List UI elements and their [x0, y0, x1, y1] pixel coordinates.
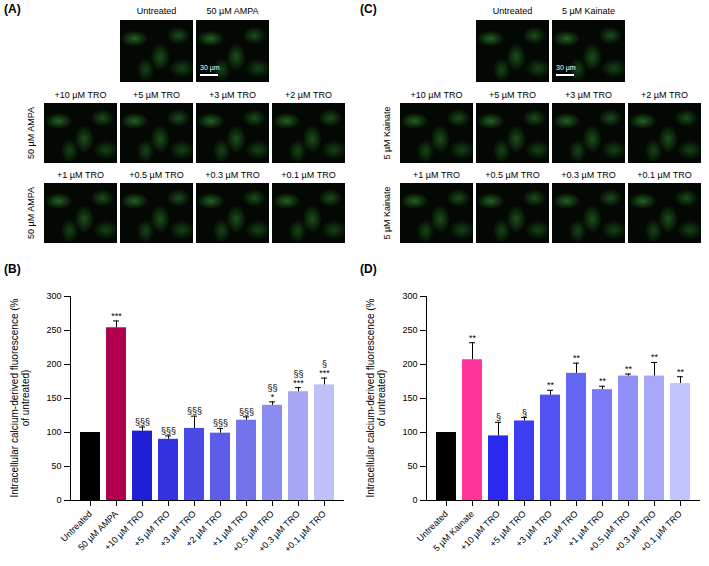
svg-text:+3 µM TRO: +3 µM TRO [157, 508, 198, 549]
html-text:+1 µM TRO: +1 µM TRO [57, 170, 104, 180]
svg-text:§§§: §§§ [161, 426, 176, 436]
svg-text:+0.3 µM TRO: +0.3 µM TRO [256, 508, 302, 555]
html-text:50 µM AMPA: 50 µM AMPA [26, 107, 36, 159]
html-text:(B): (B) [4, 262, 21, 276]
svg-text:+0.3 µM TRO: +0.3 µM TRO [612, 508, 658, 555]
svg-text:§§§: §§§ [213, 418, 228, 428]
svg-text:0: 0 [56, 495, 61, 505]
html-text:Intracellular calcium-derived: Intracellular calcium-derived fluorescen… [365, 298, 387, 498]
svg-text:**: ** [469, 333, 477, 343]
svg-text:50: 50 [51, 461, 61, 471]
html-text:+5 µM TRO: +5 µM TRO [489, 90, 536, 100]
svg-text:+10 µM TRO: +10 µM TRO [102, 508, 146, 553]
svg-text:+10 µM TRO: +10 µM TRO [458, 508, 502, 553]
html-text:+3 µM TRO: +3 µM TRO [209, 90, 256, 100]
svg-text:§§*: §§* [267, 383, 277, 402]
svg-text:200: 200 [402, 359, 417, 369]
html-text:+0.3 µM TRO: +0.3 µM TRO [561, 170, 616, 180]
svg-text:+2 µM TRO: +2 µM TRO [539, 508, 580, 549]
svg-text:***: *** [111, 311, 122, 321]
svg-text:50: 50 [407, 461, 417, 471]
svg-text:100: 100 [402, 427, 417, 437]
svg-text:0: 0 [412, 495, 417, 505]
svg-text:100: 100 [46, 427, 61, 437]
html-text:+0.3 µM TRO: +0.3 µM TRO [205, 170, 260, 180]
html-text:+1 µM TRO: +1 µM TRO [413, 170, 460, 180]
svg-text:§: § [522, 408, 527, 418]
svg-text:**: ** [573, 353, 581, 363]
svg-text:**: ** [625, 364, 633, 374]
svg-text:50 µM AMPA: 50 µM AMPA [76, 508, 120, 553]
svg-text:**: ** [651, 352, 659, 362]
html-text:Intracellular calcium-derived: Intracellular calcium-derived fluorescen… [9, 298, 31, 498]
html-text:+0.5 µM TRO: +0.5 µM TRO [485, 170, 540, 180]
html-text:(A): (A) [4, 2, 21, 16]
svg-text:250: 250 [402, 325, 417, 335]
html-text:(D): (D) [360, 262, 377, 276]
html-text:5 µM Kainate: 5 µM Kainate [382, 106, 392, 160]
svg-text:5 µM Kainate: 5 µM Kainate [431, 508, 476, 554]
html-text:+10 µM TRO: +10 µM TRO [410, 90, 463, 100]
svg-text:**: ** [677, 367, 685, 377]
svg-text:150: 150 [46, 393, 61, 403]
html-text:+0.5 µM TRO: +0.5 µM TRO [129, 170, 184, 180]
html-text:30 µm: 30 µm [200, 64, 220, 71]
html-text:+10 µM TRO: +10 µM TRO [54, 90, 107, 100]
svg-text:+0.1 µM TRO: +0.1 µM TRO [282, 509, 327, 554]
svg-text:250: 250 [46, 325, 61, 335]
html-text:5 µM Kainate: 5 µM Kainate [561, 6, 616, 16]
html-text:+5 µM TRO: +5 µM TRO [133, 90, 180, 100]
svg-text:Untreated: Untreated [58, 508, 94, 544]
svg-text:§§§: §§§ [239, 407, 254, 417]
html-text:+2 µM TRO: +2 µM TRO [285, 90, 332, 100]
html-text:+0.1 µM TRO: +0.1 µM TRO [281, 170, 336, 180]
svg-text:§: § [496, 412, 501, 422]
html-text:50 µM AMPA: 50 µM AMPA [26, 187, 36, 239]
html-text:+0.1 µM TRO: +0.1 µM TRO [637, 170, 692, 180]
svg-text:+5 µM TRO: +5 µM TRO [131, 508, 172, 549]
svg-text:+5 µM TRO: +5 µM TRO [487, 508, 528, 549]
svg-text:Untreated: Untreated [414, 508, 450, 544]
svg-text:+0.5 µM TRO: +0.5 µM TRO [230, 508, 276, 555]
html-text:Untreated: Untreated [492, 6, 533, 16]
svg-text:300: 300 [402, 291, 417, 301]
svg-text:150: 150 [402, 393, 417, 403]
svg-text:+0.1 µM TRO: +0.1 µM TRO [638, 509, 683, 554]
svg-text:§***: §*** [319, 359, 330, 378]
svg-text:+1 µM TRO: +1 µM TRO [565, 508, 606, 549]
svg-text:+0.5 µM TRO: +0.5 µM TRO [586, 508, 632, 555]
svg-text:§§***: §§*** [293, 369, 304, 388]
html-text:5 µM Kainate: 5 µM Kainate [382, 186, 392, 240]
svg-text:300: 300 [46, 291, 61, 301]
html-text:50 µM AMPA: 50 µM AMPA [206, 6, 259, 16]
svg-text:200: 200 [46, 359, 61, 369]
svg-text:**: ** [599, 376, 607, 386]
html-text:+3 µM TRO: +3 µM TRO [565, 90, 612, 100]
html-text:Untreated: Untreated [136, 6, 177, 16]
svg-text:§§§: §§§ [187, 406, 202, 416]
svg-text:**: ** [547, 380, 555, 390]
html-text:+2 µM TRO: +2 µM TRO [641, 90, 688, 100]
svg-text:+2 µM TRO: +2 µM TRO [183, 508, 224, 549]
svg-text:§§§: §§§ [135, 417, 150, 427]
html-text:(C): (C) [360, 2, 377, 16]
svg-text:+3 µM TRO: +3 µM TRO [513, 508, 554, 549]
svg-text:+1 µM TRO: +1 µM TRO [209, 508, 250, 549]
html-text:30 µm: 30 µm [556, 64, 576, 71]
